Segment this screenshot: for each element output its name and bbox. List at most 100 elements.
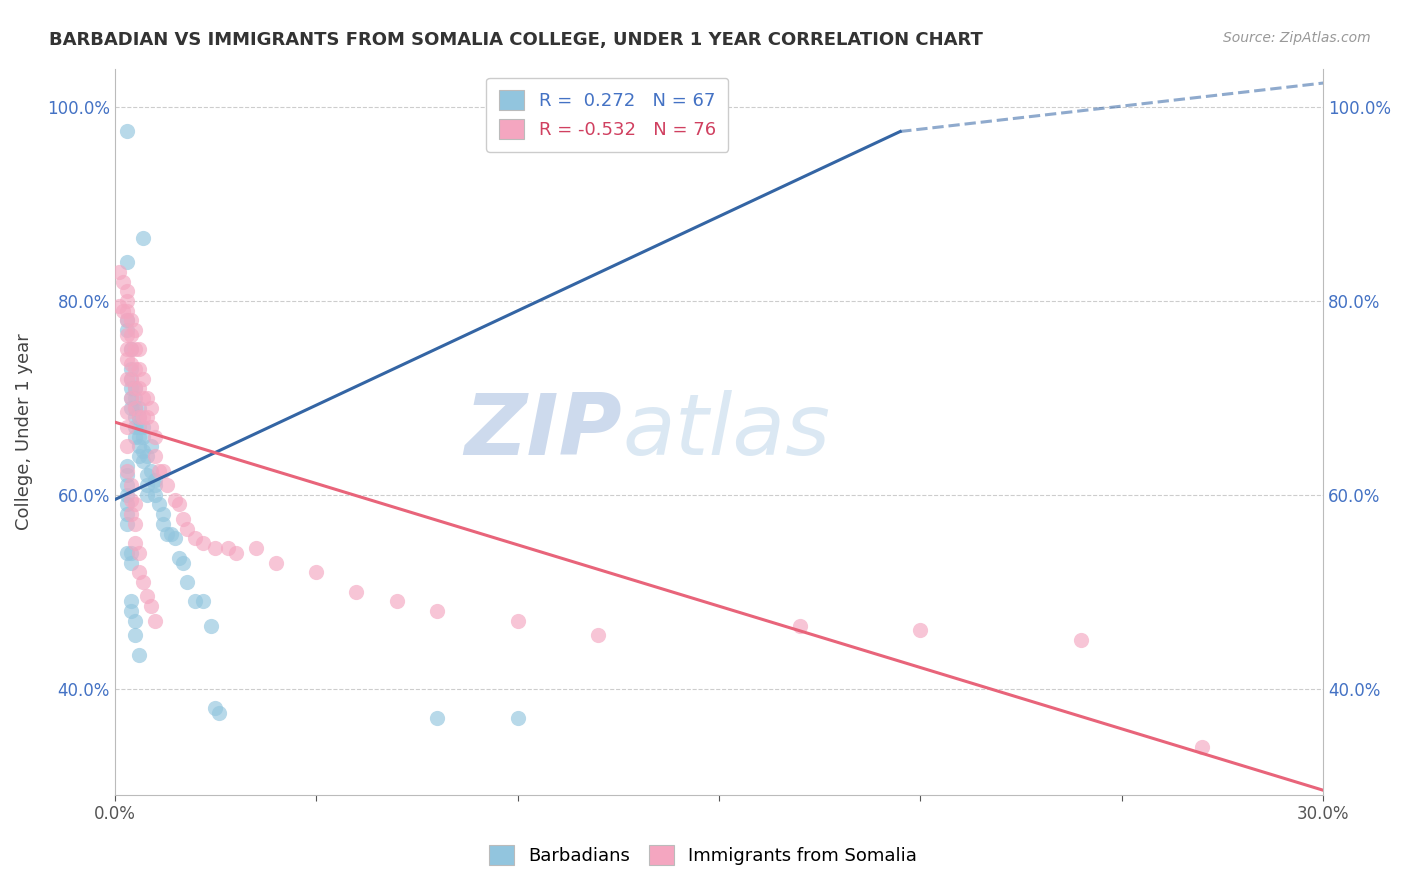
Point (167, 550, 190, 565)
Legend: R =  0.272   N = 67, R = -0.532   N = 76: R = 0.272 N = 67, R = -0.532 N = 76 (486, 78, 728, 152)
Point (124, 401, 146, 415)
Point (143, 478, 166, 492)
Point (124, 381, 146, 395)
Point (143, 614, 166, 628)
Point (124, 498, 146, 512)
Point (156, 478, 179, 492)
Text: BARBADIAN VS IMMIGRANTS FROM SOMALIA COLLEGE, UNDER 1 YEAR CORRELATION CHART: BARBADIAN VS IMMIGRANTS FROM SOMALIA COL… (49, 31, 983, 49)
Point (120, 401, 142, 415)
Point (115, 478, 138, 492)
Point (184, 532, 207, 546)
Point (152, 464, 174, 478)
Point (120, 313, 142, 327)
Point (217, 541, 239, 555)
Point (124, 628, 146, 642)
Point (115, 546, 138, 560)
Point (586, 628, 609, 642)
Point (426, 604, 449, 618)
Point (120, 361, 142, 376)
Point (120, 391, 142, 405)
Point (120, 343, 142, 357)
Point (1191, 739, 1213, 754)
Point (124, 381, 146, 395)
Point (143, 473, 166, 487)
Legend: Barbadians, Immigrants from Somalia: Barbadians, Immigrants from Somalia (482, 838, 924, 872)
Point (264, 556, 287, 570)
Point (156, 526, 179, 541)
Point (128, 401, 150, 415)
Point (139, 420, 162, 434)
Point (139, 599, 162, 614)
Point (120, 357, 142, 371)
Point (148, 464, 170, 478)
Point (128, 361, 150, 376)
Point (128, 648, 150, 662)
Point (115, 507, 138, 521)
Point (506, 614, 529, 628)
Point (115, 352, 138, 367)
Point (120, 594, 142, 608)
Point (115, 303, 138, 318)
Point (115, 323, 138, 337)
Point (132, 391, 155, 405)
Point (124, 323, 146, 337)
Point (128, 430, 150, 444)
Point (184, 594, 207, 608)
Point (124, 361, 146, 376)
Point (115, 124, 138, 138)
Point (143, 430, 166, 444)
Point (136, 488, 159, 502)
Point (139, 439, 162, 453)
Point (115, 488, 138, 502)
Point (132, 410, 155, 425)
Point (115, 293, 138, 308)
Text: Source: ZipAtlas.com: Source: ZipAtlas.com (1223, 31, 1371, 45)
Point (245, 541, 267, 555)
Point (120, 327, 142, 342)
Point (128, 410, 150, 425)
Point (193, 536, 215, 550)
Point (143, 449, 166, 463)
Point (139, 464, 162, 478)
Point (136, 478, 159, 492)
Point (128, 410, 150, 425)
Point (128, 546, 150, 560)
Point (160, 526, 183, 541)
Point (111, 275, 134, 289)
Point (120, 343, 142, 357)
Text: atlas: atlas (623, 391, 831, 474)
Point (165, 492, 187, 507)
Point (176, 522, 198, 536)
Point (128, 381, 150, 395)
Point (115, 439, 138, 453)
Point (120, 478, 142, 492)
Point (107, 265, 129, 279)
Point (124, 614, 146, 628)
Point (910, 624, 932, 638)
Point (115, 285, 138, 299)
Point (208, 706, 231, 720)
Point (120, 371, 142, 385)
Point (305, 566, 328, 580)
Point (132, 430, 155, 444)
Point (120, 507, 142, 521)
Point (128, 343, 150, 357)
Point (172, 556, 194, 570)
Point (139, 401, 162, 415)
Point (132, 454, 155, 468)
Point (124, 410, 146, 425)
Y-axis label: College, Under 1 year: College, Under 1 year (15, 334, 32, 530)
Point (346, 584, 368, 599)
Point (115, 313, 138, 327)
Point (115, 313, 138, 327)
Point (165, 532, 187, 546)
Point (120, 546, 142, 560)
Point (124, 420, 146, 434)
Point (128, 566, 150, 580)
Point (176, 574, 198, 589)
Point (128, 439, 150, 453)
Point (120, 391, 142, 405)
Point (204, 701, 226, 715)
Point (120, 381, 142, 395)
Point (132, 574, 155, 589)
